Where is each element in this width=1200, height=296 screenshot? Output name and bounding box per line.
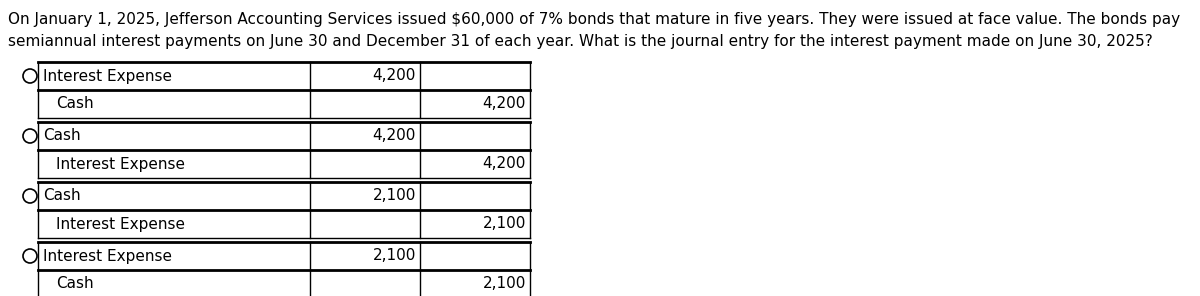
Text: 2,100: 2,100 xyxy=(373,249,416,263)
Text: semiannual interest payments on June 30 and December 31 of each year. What is th: semiannual interest payments on June 30 … xyxy=(8,34,1153,49)
Text: Interest Expense: Interest Expense xyxy=(43,249,172,263)
Text: Cash: Cash xyxy=(43,128,80,144)
Text: 4,200: 4,200 xyxy=(482,96,526,112)
Text: Cash: Cash xyxy=(56,276,94,292)
Text: Cash: Cash xyxy=(43,189,80,204)
Text: 2,100: 2,100 xyxy=(482,216,526,231)
Text: Interest Expense: Interest Expense xyxy=(43,68,172,83)
Text: Interest Expense: Interest Expense xyxy=(56,157,185,171)
Text: 4,200: 4,200 xyxy=(373,68,416,83)
Text: 4,200: 4,200 xyxy=(373,128,416,144)
Text: On January 1, 2025, Jefferson Accounting Services issued $60,000 of 7% bonds tha: On January 1, 2025, Jefferson Accounting… xyxy=(8,12,1180,27)
Text: Interest Expense: Interest Expense xyxy=(56,216,185,231)
Text: 2,100: 2,100 xyxy=(373,189,416,204)
Text: Cash: Cash xyxy=(56,96,94,112)
Text: 4,200: 4,200 xyxy=(482,157,526,171)
Text: 2,100: 2,100 xyxy=(482,276,526,292)
